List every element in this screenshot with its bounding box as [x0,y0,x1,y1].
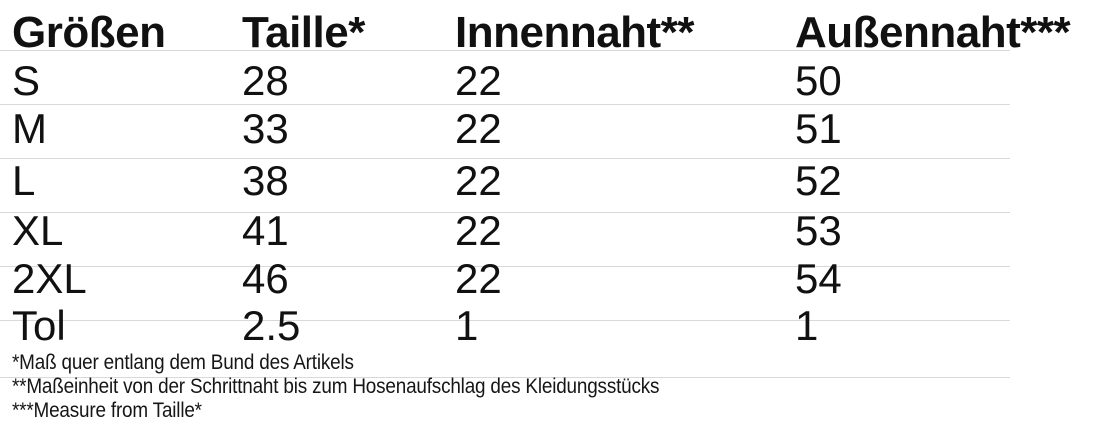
footnote-innennaht: **Maßeinheit von der Schrittnaht bis zum… [12,375,660,398]
cell-innennaht: 22 [455,255,502,302]
cell-size: XL [12,207,64,254]
cell-size: S [12,57,41,104]
cell-taille: 38 [242,157,289,204]
grid-line [0,50,1010,51]
column-header-innennaht: Innennaht** [455,8,694,57]
cell-aussennaht: 50 [795,57,842,104]
cell-innennaht: 22 [455,57,502,104]
cell-size: L [12,157,36,204]
cell-innennaht: 22 [455,105,502,152]
column-header-groessen: Größen [12,8,166,57]
cell-aussennaht: 53 [795,207,842,254]
grid-line [0,266,1010,267]
cell-aussennaht: 51 [795,105,842,152]
cell-aussennaht: 1 [795,302,819,349]
footnote-aussennaht: ***Measure from Taille* [12,399,202,422]
cell-innennaht: 1 [455,302,479,349]
grid-line [0,158,1010,159]
cell-innennaht: 22 [455,207,502,254]
cell-taille: 41 [242,207,289,254]
cell-taille: 33 [242,105,289,152]
cell-taille: 2.5 [242,302,301,349]
cell-aussennaht: 54 [795,255,842,302]
grid-line [0,104,1010,105]
grid-line [0,320,1010,321]
cell-size: Tol [12,302,66,349]
footnotes: *Maß quer entlang dem Bund des Artikels … [12,351,1092,423]
cell-taille: 28 [242,57,289,104]
grid-line [0,212,1010,213]
column-header-taille: Taille* [242,8,365,57]
grid-line [0,377,1010,378]
cell-size: 2XL [12,255,87,302]
cell-size: M [12,105,47,152]
cell-taille: 46 [242,255,289,302]
footnote-taille: *Maß quer entlang dem Bund des Artikels [12,351,354,374]
cell-aussennaht: 52 [795,157,842,204]
column-header-aussennaht: Außennaht*** [795,8,1071,57]
cell-innennaht: 22 [455,157,502,204]
